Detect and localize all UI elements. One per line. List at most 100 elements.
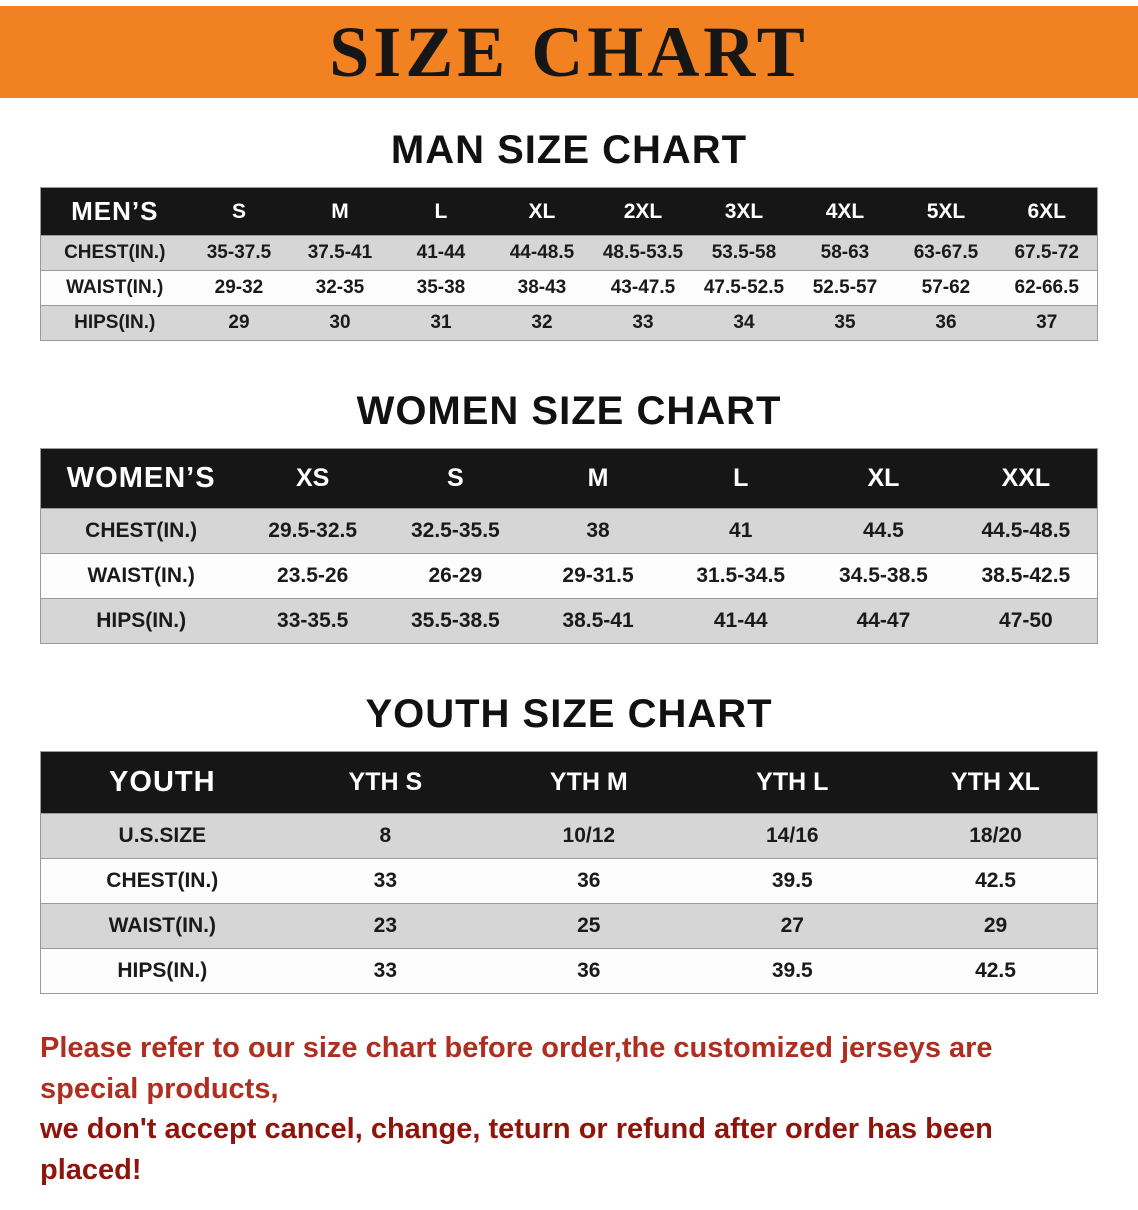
size-value-cell: 29-32 xyxy=(214,277,264,298)
size-value-cell: 41-44 xyxy=(713,609,768,632)
size-value-cell: 38.5-42.5 xyxy=(981,564,1071,587)
table-title-cell: WOMEN’S xyxy=(40,448,242,509)
men-section-heading: MAN SIZE CHART xyxy=(390,128,748,172)
page-title: SIZE CHART xyxy=(329,11,809,92)
size-value-cell: 44-48.5 xyxy=(509,242,575,263)
table-row: WAIST(IN.) 23.5-26 26-29 29-31.5 31.5-34.5 34… xyxy=(40,553,1098,599)
size-value-cell: 47.5-52.5 xyxy=(703,277,785,298)
youth-section-heading: YOUTH SIZE CHART xyxy=(365,692,773,736)
size-value-cell: 32 xyxy=(531,312,553,333)
size-value-cell: 33 xyxy=(373,959,398,982)
youth-table-wrap: YOUTH YTH S YTH M YTH L YTH XL U.S.SIZE 8 10/12… xyxy=(40,751,1098,994)
size-value-cell: 27 xyxy=(780,914,804,937)
size-value-cell: 57-62 xyxy=(921,277,971,298)
size-value-cell: 44.5 xyxy=(862,519,904,542)
size-value-cell: 35 xyxy=(834,312,856,333)
size-column-header: 6XL xyxy=(996,187,1098,236)
women-size-table: WOMEN’S XS S M L XL XXL CHEST(IN.) 29.5-32.5 32.5… xyxy=(40,448,1098,644)
table-header-row: WOMEN’S XS S M L XL XXL xyxy=(40,448,1098,509)
size-column-header: S xyxy=(188,187,290,236)
size-value-cell: 14/16 xyxy=(766,824,819,847)
size-column-header: 5XL xyxy=(895,187,997,236)
size-value-cell: 38.5-41 xyxy=(562,609,634,632)
size-value-cell: 18/20 xyxy=(969,824,1022,847)
size-value-cell: 32.5-35.5 xyxy=(410,519,500,542)
size-column-header: M xyxy=(289,187,391,236)
size-value-cell: 52.5-57 xyxy=(812,277,878,298)
size-value-cell: 48.5-53.5 xyxy=(602,242,684,263)
row-label: U.S.SIZE xyxy=(118,824,207,847)
size-value-cell: 35.5-38.5 xyxy=(410,609,500,632)
women-section-heading: WOMEN SIZE CHART xyxy=(356,389,782,433)
size-value-cell: 31.5-34.5 xyxy=(696,564,786,587)
size-value-cell: 23 xyxy=(373,914,398,937)
row-label: WAIST(IN.) xyxy=(87,564,195,587)
size-value-cell: 37 xyxy=(1036,312,1058,333)
size-column-header: YTH L xyxy=(690,751,895,814)
size-value-cell: 25 xyxy=(577,914,601,937)
row-label: CHEST(IN.) xyxy=(85,519,198,542)
size-value-cell: 33 xyxy=(373,869,398,892)
size-value-cell: 36 xyxy=(577,869,601,892)
size-value-cell: 67.5-72 xyxy=(1014,242,1079,263)
size-value-cell: 41-44 xyxy=(416,242,466,263)
size-value-cell: 29 xyxy=(228,312,250,333)
row-label: HIPS(IN.) xyxy=(74,312,156,333)
size-value-cell: 53.5-58 xyxy=(711,242,777,263)
size-value-cell: 33-35.5 xyxy=(277,609,349,632)
row-label: HIPS(IN.) xyxy=(96,609,187,632)
size-column-header: XL xyxy=(491,187,593,236)
youth-size-section: YOUTH SIZE CHART YOUTH YTH S YTH M YTH L YTH… xyxy=(0,692,1138,994)
men-size-table: MEN’S S M L XL 2XL 3XL 4XL 5XL 6XL CHEST(IN.) 35-37… xyxy=(40,187,1098,341)
size-column-header: 3XL xyxy=(693,187,795,236)
row-label: HIPS(IN.) xyxy=(117,959,208,982)
size-column-header: YTH M xyxy=(487,751,691,814)
size-value-cell: 58-63 xyxy=(820,242,870,263)
size-value-cell: 39.5 xyxy=(771,959,813,982)
size-value-cell: 47-50 xyxy=(999,609,1053,632)
size-value-cell: 35-38 xyxy=(416,277,466,298)
table-row: HIPS(IN.) 33-35.5 35.5-38.5 38.5-41 41-44 44-… xyxy=(40,598,1098,644)
size-value-cell: 63-67.5 xyxy=(913,242,979,263)
size-value-cell: 38-43 xyxy=(517,277,567,298)
women-table-wrap: WOMEN’S XS S M L XL XXL CHEST(IN.) 29.5-32.5 32.5… xyxy=(40,448,1098,644)
size-value-cell: 37.5-41 xyxy=(307,242,373,263)
table-title-cell: MEN’S xyxy=(40,187,189,236)
size-value-cell: 29 xyxy=(983,914,1008,937)
size-chart-banner: SIZE CHART xyxy=(0,6,1138,98)
size-value-cell: 26-29 xyxy=(428,564,483,587)
size-value-cell: 33 xyxy=(632,312,654,333)
men-size-section: MAN SIZE CHART MEN’S S M L XL 2XL 3XL 4XL 5XL 6XL… xyxy=(0,128,1138,341)
row-label: WAIST(IN.) xyxy=(108,914,216,937)
size-value-cell: 43-47.5 xyxy=(610,277,676,298)
size-column-header: L xyxy=(390,187,492,236)
size-value-cell: 31 xyxy=(430,312,452,333)
size-column-header: L xyxy=(669,448,813,509)
men-table-wrap: MEN’S S M L XL 2XL 3XL 4XL 5XL 6XL CHEST(IN.) 35-37… xyxy=(40,187,1098,341)
size-value-cell: 62-66.5 xyxy=(1014,277,1079,298)
women-size-section: WOMEN SIZE CHART WOMEN’S XS S M L XL XXL CHEST(… xyxy=(0,389,1138,644)
table-row: CHEST(IN.) 35-37.5 37.5-41 41-44 44-48.5 48.5… xyxy=(40,235,1098,271)
size-value-cell: 10/12 xyxy=(562,824,616,847)
size-column-header: 4XL xyxy=(794,187,896,236)
size-value-cell: 30 xyxy=(329,312,351,333)
table-row: HIPS(IN.) 33 36 39.5 42.5 xyxy=(40,948,1098,994)
table-row: HIPS(IN.) 29 30 31 32 33 34 35 36 37 xyxy=(40,305,1098,341)
size-column-header: YTH XL xyxy=(894,751,1098,814)
size-value-cell: 39.5 xyxy=(771,869,813,892)
size-value-cell: 34.5-38.5 xyxy=(839,564,928,587)
table-row: CHEST(IN.) 29.5-32.5 32.5-35.5 38 41 44.5 44.5… xyxy=(40,508,1098,554)
disclaimer-line-2: we don't accept cancel, change, teturn o… xyxy=(40,1113,993,1186)
disclaimer-line-1: Please refer to our size chart before or… xyxy=(40,1032,993,1105)
size-value-cell: 8 xyxy=(379,824,392,847)
size-value-cell: 42.5 xyxy=(975,869,1016,892)
size-value-cell: 44-47 xyxy=(856,609,911,632)
size-column-header: YTH S xyxy=(283,751,488,814)
table-title-cell: YOUTH xyxy=(40,751,284,814)
youth-size-table: YOUTH YTH S YTH M YTH L YTH XL U.S.SIZE 8 10/12… xyxy=(40,751,1098,994)
table-header-row: MEN’S S M L XL 2XL 3XL 4XL 5XL 6XL xyxy=(40,187,1098,236)
size-column-header: M xyxy=(526,448,670,509)
size-value-cell: 44.5-48.5 xyxy=(981,519,1071,542)
size-value-cell: 29-31.5 xyxy=(562,564,634,587)
size-value-cell: 34 xyxy=(733,312,755,333)
